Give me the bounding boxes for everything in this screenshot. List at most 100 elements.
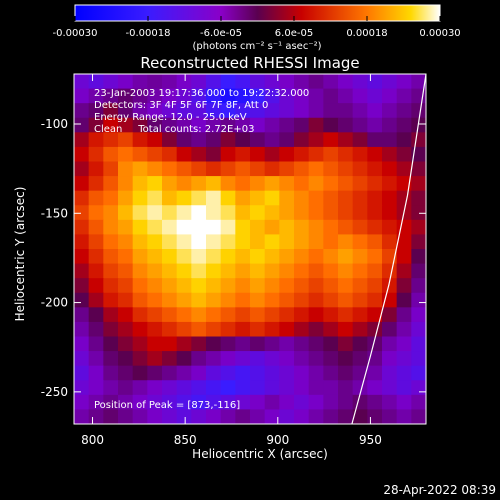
heatmap-cell	[118, 88, 134, 104]
heatmap-cell	[118, 176, 134, 192]
heatmap-cell	[206, 205, 222, 221]
heatmap-cell	[88, 336, 104, 352]
heatmap-cell	[294, 146, 310, 163]
heatmap-cell	[382, 234, 398, 250]
heatmap-cell	[191, 409, 207, 424]
heatmap-cell	[411, 336, 426, 352]
heatmap-cell	[396, 263, 412, 279]
heatmap-cell	[118, 394, 134, 411]
heatmap-cell	[235, 292, 251, 308]
heatmap-cell	[411, 132, 426, 148]
heatmap-cell	[382, 117, 398, 133]
heatmap-cell	[411, 146, 426, 163]
heatmap-cell	[220, 74, 236, 90]
heatmap-cell	[250, 351, 266, 367]
heatmap-cell	[235, 409, 251, 424]
heatmap-cell	[74, 321, 90, 338]
heatmap-cell	[103, 409, 119, 424]
colorbar-unit-label: (photons cm⁻² s⁻¹ asec⁻²)	[192, 41, 321, 52]
heatmap-cell	[74, 103, 90, 119]
heatmap-cell	[162, 394, 178, 411]
heatmap-cell	[74, 88, 90, 104]
heatmap-cell	[411, 74, 426, 90]
heatmap-cell	[294, 278, 310, 294]
heatmap-cell	[103, 365, 119, 381]
heatmap-cell	[352, 263, 368, 279]
heatmap-cell	[74, 263, 90, 279]
heatmap-cell	[264, 132, 280, 148]
heatmap-cell	[382, 132, 398, 148]
heatmap-cell	[352, 190, 368, 206]
heatmap-cell	[367, 249, 383, 265]
heatmap-cell	[118, 278, 134, 294]
heatmap-cell	[132, 409, 148, 424]
heatmap-cell	[264, 307, 280, 323]
heatmap-cell	[367, 103, 383, 119]
heatmap-cell	[382, 103, 398, 119]
heatmap-cell	[162, 409, 178, 424]
heatmap-cell	[279, 176, 295, 192]
heatmap-cell	[308, 219, 324, 236]
heatmap-cell	[396, 409, 412, 424]
heatmap-cell	[147, 74, 163, 90]
heatmap-cell	[206, 132, 222, 148]
colorbar-tick-label: -0.00018	[126, 28, 171, 39]
heatmap-cell	[162, 132, 178, 148]
heatmap-cell	[411, 409, 426, 424]
heatmap-cell	[250, 234, 266, 250]
heatmap-cell	[279, 117, 295, 133]
heatmap-cell	[382, 146, 398, 163]
heatmap-cell	[308, 176, 324, 192]
heatmap-cell	[103, 321, 119, 338]
heatmap-cell	[220, 307, 236, 323]
heatmap-cell	[235, 146, 251, 163]
heatmap-cell	[250, 88, 266, 104]
heatmap-cell	[206, 292, 222, 308]
heatmap-cell	[103, 234, 119, 250]
heatmap-cell	[367, 161, 383, 177]
heatmap-cell	[176, 365, 192, 381]
heatmap-cell	[206, 249, 222, 265]
heatmap-cell	[132, 249, 148, 265]
heatmap-cell	[367, 409, 383, 424]
heatmap-cell	[206, 88, 222, 104]
annotation-line: Energy Range: 12.0 - 25.0 keV	[94, 112, 247, 123]
heatmap-cell	[352, 394, 368, 411]
heatmap-cell	[176, 263, 192, 279]
heatmap-cell	[352, 409, 368, 424]
heatmap-image	[74, 74, 426, 424]
heatmap-cell	[264, 365, 280, 381]
heatmap-cell	[294, 380, 310, 396]
heatmap-cell	[220, 176, 236, 192]
heatmap-cell	[206, 146, 222, 163]
heatmap-cell	[103, 190, 119, 206]
heatmap-cell	[396, 103, 412, 119]
solar-limb-arc	[351, 74, 426, 424]
heatmap-cell	[308, 234, 324, 250]
heatmap-cell	[294, 103, 310, 119]
heatmap-cell	[74, 409, 90, 424]
heatmap-cell	[118, 321, 134, 338]
heatmap-cell	[132, 394, 148, 411]
heatmap-cell	[191, 292, 207, 308]
heatmap-cell	[220, 219, 236, 236]
heatmap-cell	[396, 380, 412, 396]
heatmap-cell	[235, 176, 251, 192]
heatmap-cell	[176, 409, 192, 424]
heatmap-cell	[220, 249, 236, 265]
heatmap-cell	[191, 394, 207, 411]
heatmap-cell	[162, 176, 178, 192]
heatmap-cell	[250, 394, 266, 411]
heatmap-cell	[264, 409, 280, 424]
heatmap-cell	[382, 365, 398, 381]
heatmap-cell	[308, 351, 324, 367]
heatmap-cell	[279, 380, 295, 396]
heatmap-cell	[162, 146, 178, 163]
heatmap-cell	[88, 365, 104, 381]
heatmap-cell	[147, 278, 163, 294]
heatmap-cell	[88, 176, 104, 192]
heatmap-cell	[411, 234, 426, 250]
heatmap-cell	[323, 146, 339, 163]
heatmap-cell	[382, 263, 398, 279]
heatmap-cell	[338, 88, 354, 104]
